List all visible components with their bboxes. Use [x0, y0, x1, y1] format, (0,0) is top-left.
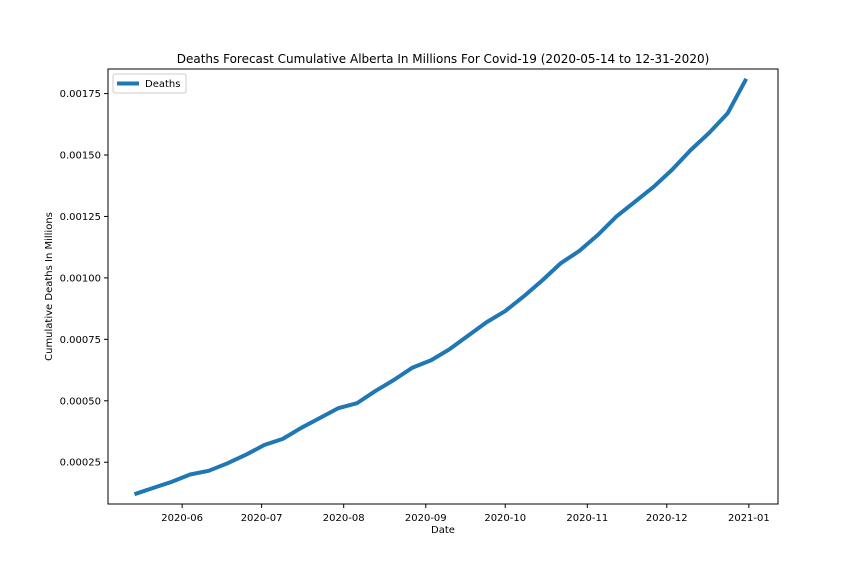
- y-tick-label: 0.00150: [60, 151, 101, 162]
- y-axis: 0.00025 0.00050 0.00075 0.00100 0.00125 0.001…: [60, 89, 108, 469]
- y-tick-label: 0.00125: [60, 212, 101, 223]
- y-axis-label: Cumulative Deaths In Millions: [44, 212, 55, 361]
- legend: Deaths: [112, 73, 187, 94]
- x-axis: 2020-06 2020-07 2020-08 2020-09 2020-10 2020-…: [161, 504, 770, 524]
- plot-area-frame: [107, 68, 779, 505]
- x-tick-label: 2020-08: [323, 513, 365, 524]
- y-tick-label: 0.00175: [60, 89, 101, 100]
- legend-label-deaths: Deaths: [145, 79, 180, 90]
- chart-title: Deaths Forecast Cumulative Alberta In Mi…: [177, 52, 710, 66]
- x-tick-label: 2020-06: [161, 513, 203, 524]
- legend-box: [112, 73, 187, 94]
- x-axis-label: Date: [431, 525, 455, 536]
- y-tick-label: 0.00075: [60, 335, 101, 346]
- y-tick-label: 0.00050: [60, 396, 101, 407]
- x-tick-label: 2020-09: [405, 513, 447, 524]
- x-tick-label: 2021-01: [728, 513, 770, 524]
- x-tick-label: 2020-07: [241, 513, 283, 524]
- x-tick-label: 2020-11: [566, 513, 608, 524]
- x-tick-label: 2020-12: [646, 513, 688, 524]
- series-group: [133, 77, 748, 497]
- x-tick-label: 2020-10: [484, 513, 526, 524]
- series-line-deaths: [133, 77, 748, 497]
- y-tick-label: 0.00100: [60, 273, 101, 284]
- y-tick-label: 0.00025: [60, 458, 101, 469]
